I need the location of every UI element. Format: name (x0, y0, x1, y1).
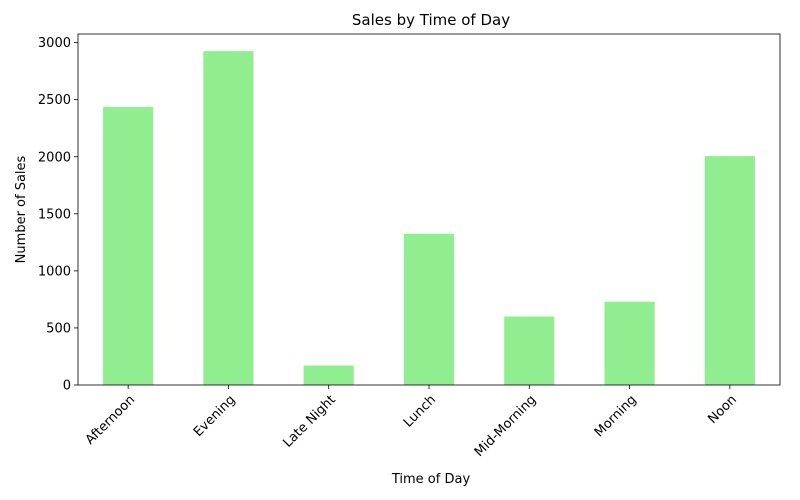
y-axis: 0 500 1000 1500 2000 2500 3000 (38, 36, 78, 394)
bar-lunch (403, 233, 455, 385)
x-tick-label-afternoon: Afternoon (83, 392, 138, 447)
y-tick-label-2000: 2000 (38, 150, 71, 165)
chart-title: Sales by Time of Day (352, 11, 510, 29)
x-tick-label-noon: Noon (705, 392, 740, 427)
y-tick-label-1000: 1000 (38, 264, 71, 279)
x-tick-label-mid-morning: Mid-Morning (472, 392, 539, 459)
y-tick-label-1500: 1500 (38, 207, 71, 222)
plot-frame (77, 33, 781, 386)
bar-afternoon (103, 107, 154, 386)
bar-late-night (303, 365, 354, 385)
bar-noon (704, 156, 755, 385)
x-tick-label-evening: Evening (191, 392, 239, 440)
x-tick-label-lunch: Lunch (401, 392, 439, 430)
y-tick-label-2500: 2500 (38, 93, 71, 108)
y-tick-label-500: 500 (46, 321, 71, 336)
x-tick-label-morning: Morning (592, 392, 640, 440)
y-axis-title: Number of Sales (14, 155, 29, 263)
x-axis: Afternoon Evening Late Night Lunch Mid-Morni… (83, 385, 740, 460)
y-tick-label-3000: 3000 (38, 36, 71, 51)
x-tick-label-late-night: Late Night (281, 392, 339, 450)
bar-evening (203, 51, 254, 386)
bars-group (103, 51, 755, 386)
bar-morning (604, 301, 655, 385)
bar-mid-morning (504, 316, 555, 385)
x-axis-title: Time of Day (391, 472, 471, 487)
y-tick-label-0: 0 (63, 379, 71, 394)
